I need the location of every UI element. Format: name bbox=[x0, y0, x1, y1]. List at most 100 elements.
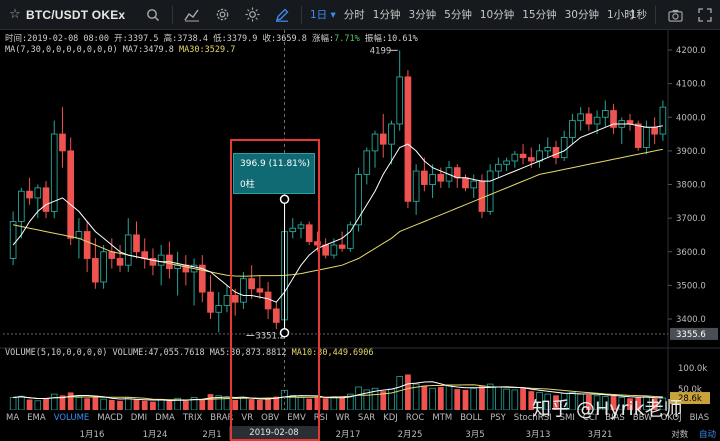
fullscreen-icon[interactable] bbox=[690, 0, 720, 30]
volume-ma10-line bbox=[13, 384, 663, 401]
indicator-tab-okoj[interactable]: OKOJ bbox=[660, 412, 682, 423]
candle-body bbox=[470, 180, 478, 189]
high-label: 高: bbox=[163, 34, 178, 44]
interval-15m[interactable]: 15分钟 bbox=[522, 8, 557, 21]
candle-body bbox=[141, 251, 149, 259]
candle-body bbox=[75, 231, 83, 239]
indicator-tab-emv[interactable]: EMV bbox=[287, 412, 306, 423]
indicator-tab-stochrsi[interactable]: StochRSI bbox=[513, 412, 552, 423]
candle-body bbox=[34, 187, 42, 199]
volume-bar bbox=[314, 397, 321, 410]
candle-body bbox=[305, 224, 313, 243]
interval-1m[interactable]: 1分钟 bbox=[372, 8, 401, 21]
search-icon[interactable] bbox=[138, 0, 168, 30]
indicator-tab-bias[interactable]: BIAS bbox=[605, 412, 625, 423]
volume-bar bbox=[117, 400, 123, 410]
volume-bar bbox=[223, 397, 231, 410]
indicator-tab-ma[interactable]: MA bbox=[6, 412, 20, 423]
candle-body bbox=[486, 170, 494, 212]
camera-icon[interactable] bbox=[660, 0, 690, 30]
candle-body bbox=[429, 173, 436, 185]
volume-bar bbox=[322, 398, 329, 410]
date-tick: 1月24 bbox=[142, 430, 168, 440]
indicator-tab-trix[interactable]: TRIX bbox=[182, 412, 203, 423]
interval-1d[interactable]: 1日 ▾ bbox=[310, 8, 336, 21]
indicator-tab-cci[interactable]: CCI bbox=[582, 412, 598, 423]
indicator-tab-boll[interactable]: BOLL bbox=[460, 412, 483, 423]
volume-bar bbox=[618, 397, 626, 410]
volume-bar bbox=[330, 396, 338, 410]
amplitude-value: 10.61% bbox=[386, 34, 418, 44]
volume-bar bbox=[281, 389, 288, 410]
indicator-tab-brar[interactable]: BRAR bbox=[210, 412, 234, 423]
volume-bar bbox=[371, 387, 379, 410]
indicator-tab-mtm[interactable]: MTM bbox=[432, 412, 453, 423]
indicator-tab-volume[interactable]: VOLUME bbox=[53, 412, 90, 423]
interval-timeshare[interactable]: 分时 bbox=[343, 8, 365, 21]
symbol-title[interactable]: BTC/USDT OKEx bbox=[26, 7, 126, 22]
candle-body bbox=[133, 234, 140, 253]
candle-body bbox=[108, 251, 116, 259]
candle-body bbox=[157, 254, 165, 266]
indicator-tab-psy[interactable]: PSY bbox=[490, 412, 506, 423]
indicator-tab-kdj[interactable]: KDJ bbox=[383, 412, 398, 423]
indicator-tab-dma[interactable]: DMA bbox=[155, 412, 175, 423]
indicator-tab-ema[interactable]: EMA bbox=[27, 412, 46, 423]
ohlc-info: 时间:2019-02-08 08:00 开:3397.5 高:3738.4 低:… bbox=[5, 32, 418, 44]
interval-30m[interactable]: 30分钟 bbox=[564, 8, 599, 21]
candlestick-chart[interactable]: 4200.0 4100.0 4000.0 3900.0 3800.0 3700.0 3600… bbox=[0, 30, 720, 410]
indicator-chart-icon[interactable] bbox=[177, 0, 207, 30]
volume-bar bbox=[199, 399, 206, 410]
volume-bar bbox=[339, 397, 345, 410]
indicator-tab-dmi[interactable]: DMI bbox=[130, 412, 148, 423]
indicator-tab-macd[interactable]: MACD bbox=[97, 412, 123, 423]
favorite-star-icon[interactable]: ☆ bbox=[9, 7, 21, 22]
indicator-tab-bbw[interactable]: BBW bbox=[632, 412, 653, 423]
candle-body bbox=[659, 106, 667, 135]
candle-body bbox=[610, 110, 617, 128]
close-label: 收: bbox=[262, 34, 277, 44]
interval-1h[interactable]: 1小时 bbox=[606, 8, 635, 21]
settings-gear-icon[interactable] bbox=[207, 0, 237, 30]
draw-pencil-icon[interactable] bbox=[267, 0, 297, 30]
indicator-tab-wr[interactable]: WR bbox=[335, 412, 350, 423]
volume-bar bbox=[520, 388, 526, 410]
indicator-tab-bias[interactable]: BIAS bbox=[689, 412, 710, 423]
ma-settings-label[interactable]: MA(7,30,0,0,0,0,0,0,0) bbox=[5, 45, 118, 55]
volume-bar bbox=[297, 397, 305, 410]
indicator-tab-roc[interactable]: ROC bbox=[405, 412, 425, 423]
measure-tooltip: 396.9 (11.81%) 0柱 bbox=[233, 153, 315, 194]
candle-body bbox=[248, 278, 255, 290]
indicator-tab-sar[interactable]: SAR bbox=[357, 412, 376, 423]
candle-body bbox=[634, 123, 642, 148]
interval-10m[interactable]: 10分钟 bbox=[479, 8, 515, 21]
theme-sun-icon[interactable] bbox=[237, 0, 267, 30]
candle-body bbox=[149, 258, 157, 266]
interval-3m[interactable]: 3分钟 bbox=[408, 8, 437, 21]
interval-5m[interactable]: 5分钟 bbox=[444, 8, 472, 21]
indicator-tab-rsi[interactable]: RSI bbox=[313, 412, 328, 423]
volume-bar bbox=[273, 396, 280, 410]
volume-bar bbox=[182, 400, 189, 410]
volume-tick: 50.0k bbox=[678, 385, 702, 395]
volume-bar bbox=[207, 394, 214, 410]
volume-bar bbox=[429, 387, 436, 410]
volume-bar bbox=[396, 376, 403, 410]
volume-bar bbox=[355, 386, 362, 410]
indicator-tab-vr[interactable]: VR bbox=[241, 412, 254, 423]
indicator-tab-smi[interactable]: SMI bbox=[559, 412, 575, 423]
candle-body bbox=[264, 291, 272, 310]
candle-body bbox=[100, 251, 107, 283]
volume-bar bbox=[215, 395, 223, 410]
volume-bar bbox=[462, 389, 469, 410]
volume-bar bbox=[43, 398, 49, 410]
candle-body bbox=[18, 190, 25, 222]
log-scale-toggle[interactable]: 对数 bbox=[671, 430, 689, 440]
open-value: 3397.5 bbox=[127, 34, 159, 44]
volume-bar bbox=[593, 395, 601, 410]
volume-settings-label[interactable]: VOLUME(5,10,0,0,0,0) bbox=[5, 348, 108, 358]
candle-body bbox=[371, 133, 379, 152]
auto-scale-toggle[interactable]: 自动 bbox=[698, 430, 716, 440]
interval-1s[interactable]: 1秒 bbox=[629, 9, 647, 21]
indicator-tab-obv[interactable]: OBV bbox=[261, 412, 280, 423]
